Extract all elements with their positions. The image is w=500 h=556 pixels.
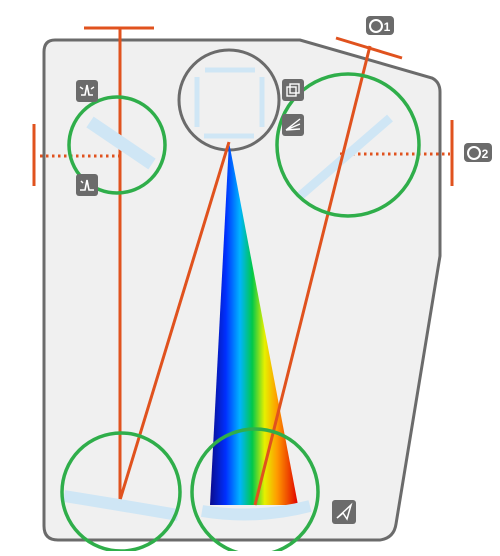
highlight-ring-exit-mirror[interactable] [275, 72, 421, 218]
camera-1-icon[interactable]: 1 [366, 16, 394, 35]
camera-2-icon[interactable]: 2 [464, 143, 492, 162]
single-peak-icon[interactable] [76, 174, 98, 196]
grating-square [194, 67, 265, 139]
focusing-mirror [201, 500, 312, 521]
camera-2-label: 2 [482, 147, 489, 161]
dispersed-spectrum [210, 142, 298, 505]
highlight-ring-entrance-mirror[interactable] [67, 95, 167, 195]
cube-rotate-icon[interactable] [282, 79, 304, 101]
output-beam-1 [253, 45, 372, 506]
flip-mirror-left [86, 116, 156, 170]
peak-align-icon[interactable] [76, 80, 98, 102]
dispersion-icon[interactable] [282, 114, 304, 136]
collimating-mirror [63, 490, 180, 521]
collimated-beam [118, 141, 231, 501]
camera-1-label: 1 [384, 20, 391, 34]
flip-mirror-right [297, 114, 393, 200]
paper-plane-icon[interactable] [332, 500, 356, 524]
